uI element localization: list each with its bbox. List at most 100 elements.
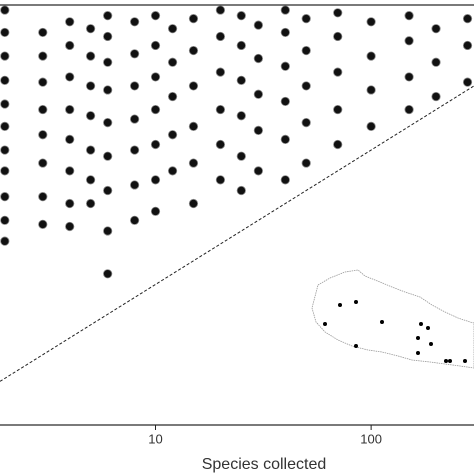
one-to-one-line	[0, 85, 474, 382]
point	[333, 8, 343, 18]
point	[280, 175, 290, 185]
point	[86, 145, 96, 155]
point	[65, 72, 75, 82]
point	[103, 151, 113, 161]
point	[215, 139, 226, 150]
point	[86, 81, 96, 91]
point	[301, 14, 311, 24]
point	[103, 269, 113, 279]
point	[65, 17, 75, 27]
point	[253, 89, 263, 99]
point	[167, 166, 178, 176]
point	[103, 185, 113, 196]
point	[301, 158, 311, 168]
point	[0, 5, 10, 15]
point	[130, 215, 140, 225]
point	[280, 134, 290, 145]
point	[0, 192, 10, 202]
point	[404, 36, 414, 46]
point	[38, 77, 48, 87]
point	[65, 166, 75, 176]
point	[462, 40, 473, 51]
inset-map	[311, 269, 474, 369]
point	[215, 31, 226, 42]
point	[366, 51, 376, 61]
point	[366, 121, 376, 131]
point	[150, 40, 161, 51]
point	[280, 5, 290, 15]
point	[0, 166, 10, 176]
point	[253, 166, 263, 176]
point	[301, 118, 311, 128]
point	[38, 27, 48, 38]
point	[38, 158, 48, 168]
point	[404, 72, 414, 82]
point	[38, 104, 48, 115]
point	[0, 236, 10, 246]
point	[65, 198, 75, 209]
point	[130, 17, 140, 27]
point	[65, 134, 75, 145]
point	[462, 77, 473, 87]
point	[366, 85, 376, 95]
point	[86, 111, 96, 121]
point	[0, 51, 10, 61]
point	[86, 175, 96, 185]
point	[65, 221, 75, 232]
point	[103, 118, 113, 128]
point	[103, 31, 113, 42]
point	[86, 51, 96, 61]
point	[103, 11, 113, 21]
point	[253, 20, 263, 30]
point	[280, 61, 290, 71]
point	[38, 130, 48, 140]
x-axis-label: Species collected	[202, 456, 327, 473]
point	[404, 11, 414, 21]
point	[188, 121, 199, 131]
point	[167, 24, 178, 34]
point	[333, 31, 343, 42]
point	[38, 219, 48, 229]
x-tick-label: 100	[360, 431, 382, 446]
point	[150, 139, 161, 150]
point	[0, 215, 10, 225]
plot-frame	[0, 4, 474, 426]
point	[86, 198, 96, 209]
point	[188, 14, 199, 24]
point	[333, 139, 343, 150]
point	[150, 175, 161, 185]
point	[0, 27, 10, 38]
point	[404, 104, 414, 115]
point	[462, 14, 473, 24]
point	[130, 145, 140, 155]
point	[167, 130, 178, 140]
point	[150, 104, 161, 115]
point	[130, 180, 140, 190]
point	[130, 49, 140, 59]
point	[65, 104, 75, 115]
point	[236, 151, 246, 161]
point	[167, 91, 178, 102]
point	[0, 75, 10, 85]
point	[188, 198, 199, 209]
point	[280, 96, 290, 107]
point	[366, 17, 376, 27]
point	[188, 45, 199, 56]
point	[188, 158, 199, 168]
point	[431, 91, 441, 102]
point	[38, 192, 48, 202]
point	[301, 45, 311, 56]
point	[301, 81, 311, 91]
map-points	[323, 300, 467, 363]
point	[280, 27, 290, 38]
point	[86, 24, 96, 34]
point	[130, 81, 140, 91]
point	[150, 206, 161, 216]
point	[215, 104, 226, 115]
map-outline	[311, 269, 474, 369]
point	[236, 75, 246, 85]
point	[188, 81, 199, 91]
point	[150, 11, 161, 21]
point	[431, 57, 441, 67]
